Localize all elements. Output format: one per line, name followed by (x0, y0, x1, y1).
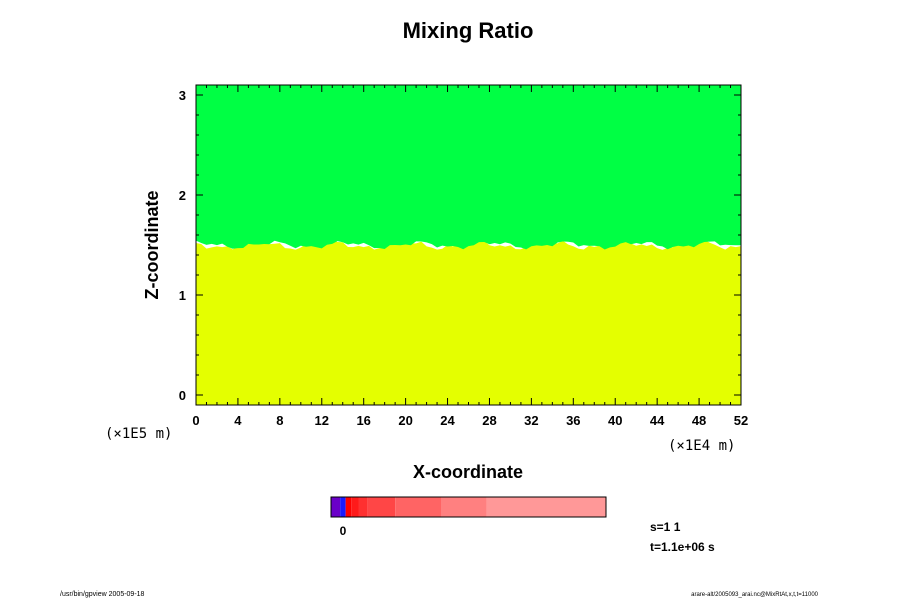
colorbar-segment (486, 497, 606, 517)
colorbar-segment (395, 497, 441, 517)
x-tick-label: 48 (692, 413, 706, 428)
x-tick-label: 16 (356, 413, 370, 428)
x-axis: 0 4 8 12 16 20 24 28 32 36 40 44 48 52 (192, 85, 748, 428)
x-tick-label: 44 (650, 413, 665, 428)
y-tick-label: 3 (179, 88, 186, 103)
colorbar-frame (330, 496, 607, 518)
x-tick-label: 52 (734, 413, 748, 428)
x-tick-label: 40 (608, 413, 622, 428)
x-tick-label: 4 (234, 413, 242, 428)
y-scale-label: (×1E5 m) (105, 426, 172, 442)
y-axis-title: Z-coordinate (142, 190, 162, 299)
x-tick-label: 12 (315, 413, 329, 428)
footer-left: /usr/bin/gpview 2005-09-18 (60, 591, 145, 598)
colorbar-segment (340, 497, 346, 517)
x-tick-label: 24 (440, 413, 455, 428)
y-tick-label: 2 (179, 188, 186, 203)
colorbar-segment (331, 497, 341, 517)
s-label: s=1 1 (650, 520, 681, 534)
x-tick-label: 0 (192, 413, 199, 428)
x-tick-label: 36 (566, 413, 580, 428)
layer-yellow (196, 239, 741, 405)
heatmap-layers (196, 85, 741, 405)
layer-upper (196, 85, 741, 250)
plot-area (195, 84, 742, 406)
y-axis: 0 1 2 3 (179, 88, 741, 403)
y-tick-label: 1 (179, 288, 186, 303)
chart-title: Mixing Ratio (403, 18, 534, 43)
x-axis-title: X-coordinate (413, 462, 523, 482)
colorbar (331, 497, 606, 517)
colorbar-segment (345, 497, 352, 517)
colorbar-segment (358, 497, 368, 517)
x-tick-label: 32 (524, 413, 538, 428)
t-label: t=1.1e+06 s (650, 540, 715, 554)
x-tick-label: 28 (482, 413, 496, 428)
x-tick-label: 8 (276, 413, 283, 428)
colorbar-segment (367, 497, 396, 517)
x-scale-label: (×1E4 m) (668, 438, 735, 454)
x-tick-label: 20 (398, 413, 412, 428)
y-tick-label: 0 (179, 388, 186, 403)
colorbar-segment (441, 497, 487, 517)
colorbar-segment (351, 497, 359, 517)
footer-right: arare-alt/2005093_arai.nc@MixRtAt,x,t,t=… (691, 592, 819, 598)
colorbar-zero-label: 0 (340, 524, 347, 538)
